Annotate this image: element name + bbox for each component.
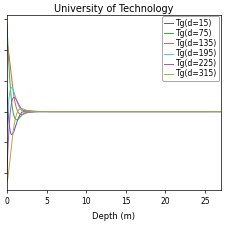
Tg(d=75): [17, 118, 19, 121]
Tg(d=75): [110, 110, 112, 113]
Line: Tg(d=75): Tg(d=75): [7, 23, 221, 120]
Tg(d=315): [213, 110, 216, 113]
Tg(d=15): [213, 110, 216, 113]
Tg(d=135): [219, 110, 222, 113]
Tg(d=15): [174, 110, 177, 113]
Tg(d=135): [16, 110, 19, 113]
Tg(d=135): [6, 43, 8, 46]
Line: Tg(d=195): Tg(d=195): [7, 88, 221, 131]
Tg(d=225): [6, 172, 8, 175]
Tg(d=75): [219, 110, 222, 113]
Tg(d=195): [104, 110, 107, 113]
Tg(d=225): [13, 96, 15, 99]
Tg(d=195): [213, 110, 216, 113]
Tg(d=75): [213, 110, 216, 113]
Tg(d=195): [219, 110, 222, 113]
Tg(d=315): [6, 180, 8, 183]
Tg(d=195): [17, 103, 19, 106]
Line: Tg(d=135): Tg(d=135): [7, 44, 221, 115]
Tg(d=135): [20, 113, 23, 116]
Tg(d=225): [213, 110, 216, 113]
Tg(d=225): [104, 110, 107, 113]
Tg(d=135): [213, 110, 216, 113]
Tg(d=315): [213, 110, 216, 113]
Tg(d=75): [213, 110, 216, 113]
Tg(d=15): [110, 110, 112, 113]
Tg(d=195): [110, 110, 112, 113]
Tg(d=75): [174, 110, 177, 113]
Tg(d=15): [6, 87, 8, 89]
Tg(d=15): [11, 133, 13, 136]
Tg(d=225): [174, 110, 177, 113]
Line: Tg(d=225): Tg(d=225): [7, 97, 221, 173]
Tg(d=135): [104, 110, 107, 113]
Tg(d=15): [219, 110, 222, 113]
Tg(d=315): [20, 107, 23, 110]
Tg(d=75): [6, 22, 8, 24]
Tg(d=225): [110, 110, 112, 113]
Tg(d=315): [174, 110, 177, 113]
Tg(d=225): [213, 110, 216, 113]
X-axis label: Depth (m): Depth (m): [92, 212, 135, 221]
Tg(d=315): [110, 110, 112, 113]
Tg(d=75): [104, 110, 107, 113]
Tg(d=225): [17, 101, 19, 104]
Tg(d=225): [219, 110, 222, 113]
Tg(d=195): [174, 110, 177, 113]
Tg(d=15): [17, 118, 19, 121]
Legend: Tg(d=15), Tg(d=75), Tg(d=135), Tg(d=195), Tg(d=225), Tg(d=315): Tg(d=15), Tg(d=75), Tg(d=135), Tg(d=195)…: [162, 16, 219, 81]
Tg(d=15): [104, 110, 107, 113]
Tg(d=315): [104, 110, 107, 113]
Tg(d=195): [10, 86, 13, 89]
Tg(d=75): [15, 118, 18, 121]
Tg(d=315): [16, 110, 19, 112]
Tg(d=195): [213, 110, 216, 113]
Tg(d=195): [6, 130, 8, 133]
Tg(d=135): [174, 110, 177, 113]
Tg(d=15): [213, 110, 216, 113]
Tg(d=135): [213, 110, 216, 113]
Line: Tg(d=315): Tg(d=315): [7, 109, 221, 182]
Tg(d=315): [219, 110, 222, 113]
Line: Tg(d=15): Tg(d=15): [7, 88, 221, 135]
Tg(d=135): [110, 110, 112, 113]
Title: University of Technology: University of Technology: [54, 4, 173, 14]
